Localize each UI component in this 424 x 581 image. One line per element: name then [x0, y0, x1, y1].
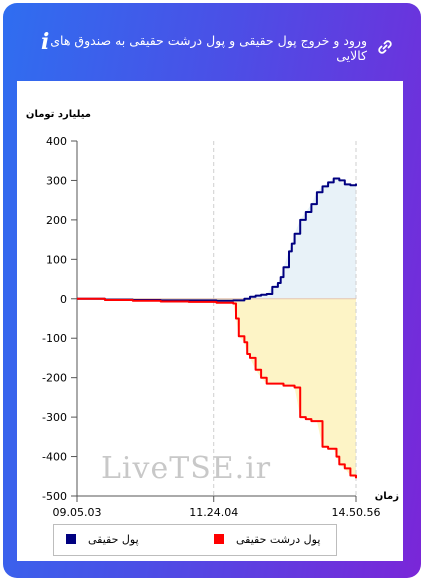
series-area-1: [77, 298, 356, 479]
x-axis-label: زمان: [375, 491, 399, 502]
y-tick-label: 300: [46, 174, 67, 187]
link-icon[interactable]: [377, 39, 393, 55]
legend-label-big-real-money[interactable]: پول درشت حقیقی: [236, 533, 321, 546]
series-line-real-money: [77, 177, 357, 302]
x-tick-label: 11.24.04: [189, 506, 238, 519]
chart-title: ورود و خروج پول حقیقی و پول درشت حقیقی ب…: [50, 33, 367, 63]
y-tick-label: 100: [46, 253, 67, 266]
x-tick-label: 09.05.03: [53, 506, 102, 519]
legend-label-real-money[interactable]: پول حقیقی: [88, 533, 139, 546]
legend-swatch-big-real-money: [214, 534, 224, 544]
y-tick-label: -400: [42, 451, 67, 464]
chart-panel: میلیارد تومان زمان 400 300 200 100 0 -100 -200 -3…: [17, 81, 403, 561]
series-line-big-real-money: [77, 297, 357, 479]
y-tick-label: 400: [46, 135, 67, 148]
y-axis-label: میلیارد تومان: [26, 109, 91, 120]
line-chart: میلیارد تومان زمان 400 300 200 100 0 -100 -200 -3…: [26, 109, 399, 519]
y-tick-label: -100: [42, 332, 67, 345]
series-area-0: [77, 178, 356, 301]
y-tick-label: -300: [42, 411, 67, 424]
x-tick-label: 14.50.56: [332, 506, 381, 519]
y-tick-label: 0: [60, 293, 67, 306]
watermark: LiveTSE.ir: [101, 451, 272, 486]
y-tick-label: 200: [46, 214, 67, 227]
chart-header: i ورود و خروج پول حقیقی و پول درشت حقیقی…: [3, 3, 421, 81]
chart-card: i ورود و خروج پول حقیقی و پول درشت حقیقی…: [3, 3, 421, 578]
info-icon[interactable]: i: [41, 29, 50, 55]
y-tick-label: -500: [42, 490, 67, 503]
y-tick-label: -200: [42, 372, 67, 385]
legend-swatch-real-money: [66, 534, 76, 544]
chart-legend: پول حقیقی پول درشت حقیقی: [53, 524, 337, 556]
